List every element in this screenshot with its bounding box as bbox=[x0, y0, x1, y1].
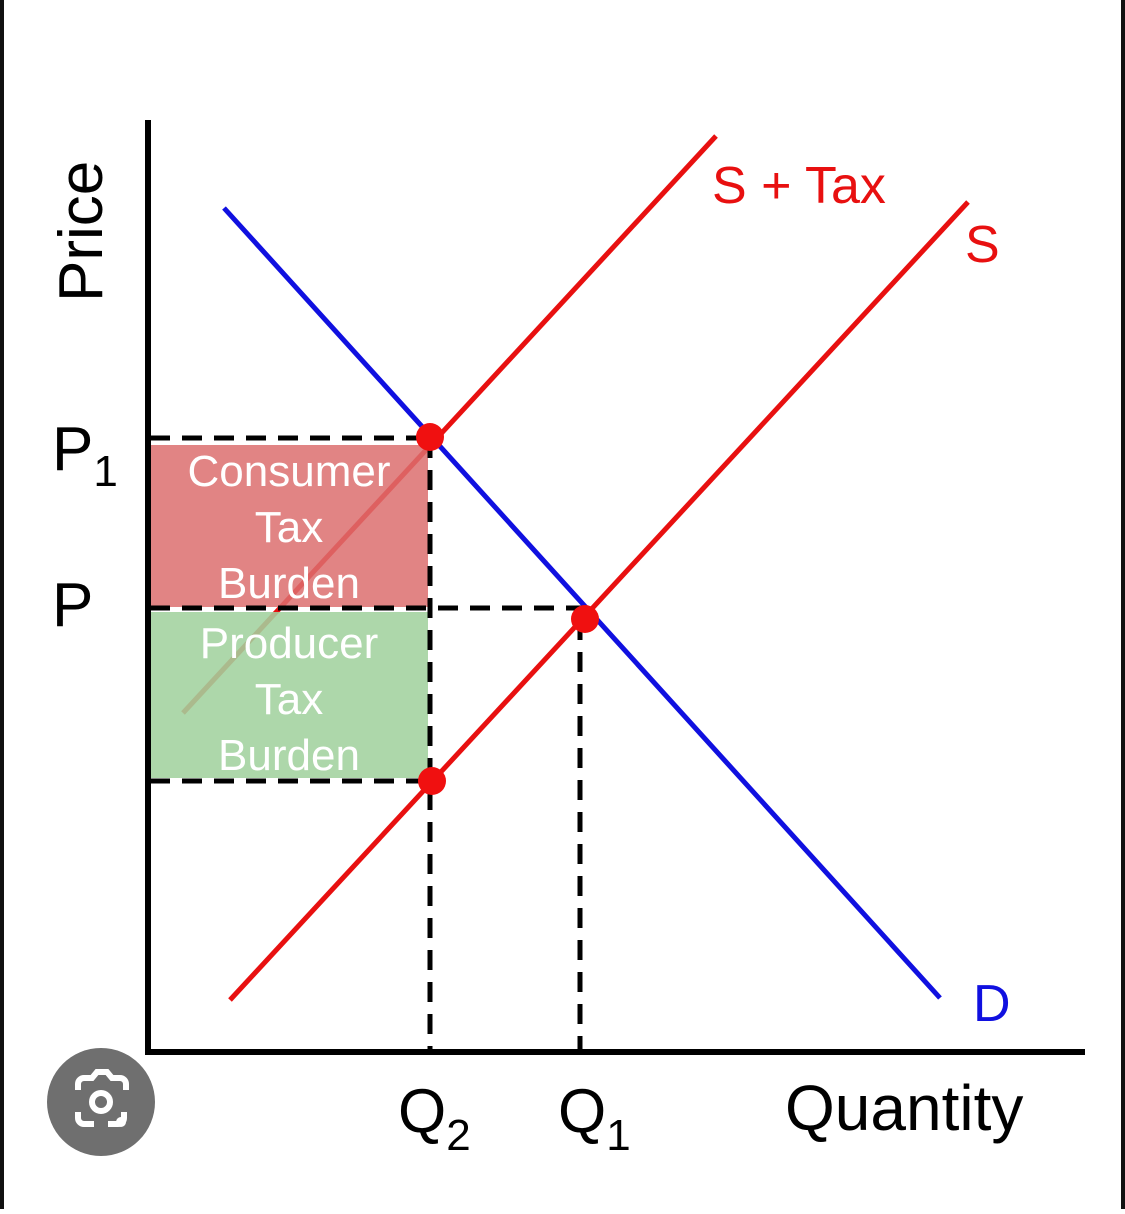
price-label-sub: 1 bbox=[93, 447, 117, 496]
lens-icon bbox=[116, 1117, 126, 1127]
equilibrium-point bbox=[416, 423, 444, 451]
area-label: Consumer bbox=[188, 447, 391, 496]
area-label: Tax bbox=[255, 503, 323, 552]
consumer-burden-area bbox=[150, 445, 428, 607]
price-label-main: P bbox=[52, 415, 93, 484]
demand-curve bbox=[222, 206, 942, 1000]
area-label: Producer bbox=[200, 619, 379, 668]
price-label-main: P bbox=[52, 571, 93, 640]
supply-curve bbox=[228, 200, 970, 1002]
quantity-label-main: Q bbox=[398, 1077, 446, 1146]
curve-label: D bbox=[973, 975, 1011, 1033]
price-label: P bbox=[52, 571, 93, 640]
producer-burden-area bbox=[150, 612, 428, 778]
quantity-label-main: Q bbox=[558, 1077, 606, 1146]
equilibrium-point bbox=[571, 605, 599, 633]
curve-label: S bbox=[965, 216, 1000, 274]
frame-right bbox=[1121, 0, 1125, 1209]
quantity-label-sub: 2 bbox=[446, 1111, 470, 1160]
lens-button-bg[interactable] bbox=[47, 1048, 155, 1156]
quantity-label: Q1 bbox=[558, 1077, 631, 1160]
quantity-label-sub: 1 bbox=[606, 1111, 630, 1160]
curve-label: S + Tax bbox=[712, 157, 886, 215]
area-label: Burden bbox=[218, 559, 360, 608]
lens-button[interactable] bbox=[47, 1048, 155, 1156]
x-axis-label: Quantity bbox=[785, 1072, 1023, 1144]
area-label: Tax bbox=[255, 675, 323, 724]
frame-left bbox=[0, 0, 4, 1209]
price-label: P1 bbox=[52, 415, 118, 496]
quantity-label: Q2 bbox=[398, 1077, 471, 1160]
equilibrium-point bbox=[418, 767, 446, 795]
lens-icon bbox=[89, 1090, 113, 1114]
area-label: Burden bbox=[218, 731, 360, 780]
y-axis-label: Price bbox=[47, 161, 116, 302]
